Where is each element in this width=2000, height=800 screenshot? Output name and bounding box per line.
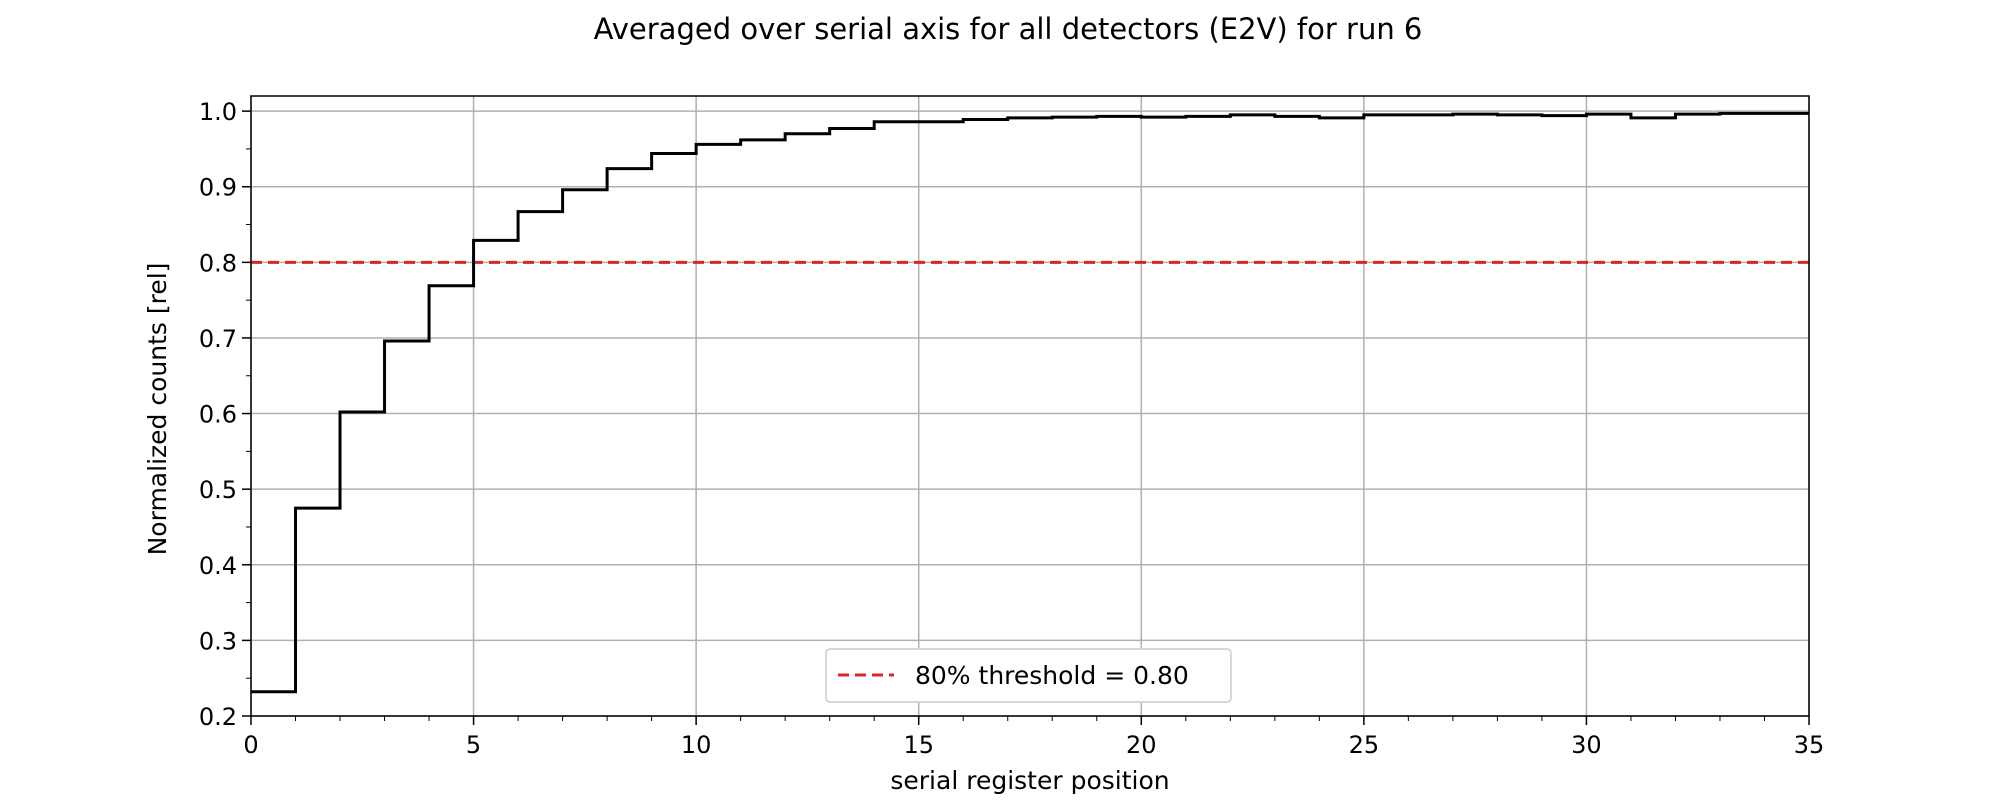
legend: 80% threshold = 0.80 (825, 648, 1232, 703)
y-tick-label: 1.0 (199, 98, 237, 126)
x-axis-label: serial register position (890, 766, 1169, 795)
plot-frame (250, 95, 1810, 717)
y-axis-label: Normalized counts [rel] (143, 263, 172, 556)
y-tick-label: 0.6 (199, 401, 237, 429)
grid (250, 96, 1810, 717)
series-layer (251, 111, 1809, 694)
chart-title: Averaged over serial axis for all detect… (594, 12, 1423, 46)
y-tick-label: 0.8 (199, 249, 237, 277)
series-step-line (251, 111, 1809, 694)
legend-threshold-label: 80% threshold = 0.80 (915, 661, 1189, 690)
ticks-layer: 0 5 10 15 20 25 30 35 0.2 0.3 0.4 0.5 0.6 0.7 0.8 0.9 1.… (199, 98, 1824, 759)
x-tick-label: 10 (681, 731, 712, 759)
x-tick-label: 25 (1349, 731, 1380, 759)
x-tick-label: 0 (243, 731, 258, 759)
y-tick-label: 0.7 (199, 325, 237, 353)
y-tick-label: 0.4 (199, 552, 237, 580)
y-tick-label: 0.2 (199, 703, 237, 731)
legend-box (825, 648, 1232, 703)
x-tick-label: 20 (1126, 731, 1157, 759)
y-tick-label: 0.3 (199, 627, 237, 655)
x-tick-label: 35 (1794, 731, 1825, 759)
x-tick-label: 30 (1571, 731, 1602, 759)
x-tick-label: 15 (903, 731, 934, 759)
y-tick-label: 0.9 (199, 174, 237, 202)
y-tick-label: 0.5 (199, 476, 237, 504)
x-tick-label: 5 (466, 731, 481, 759)
